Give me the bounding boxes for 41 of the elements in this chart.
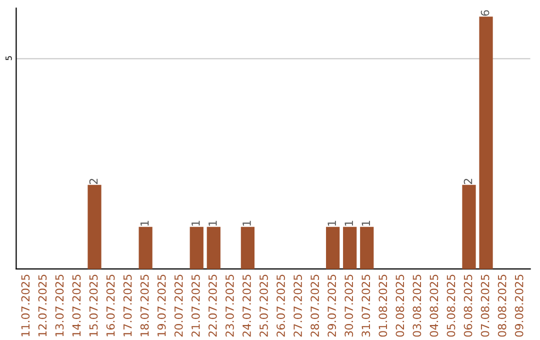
- x-tick-label: 02.08.2025: [396, 274, 404, 337]
- y-tick-label: 5: [6, 56, 12, 60]
- data-label: 6: [480, 10, 490, 16]
- x-tick-label: 11.07.2025: [21, 274, 30, 336]
- data-label: 2: [464, 178, 472, 184]
- x-tick-label: 20.07.2025: [174, 274, 183, 337]
- x-tick-label: 09.08.2025: [514, 274, 524, 337]
- x-tick-label: 30.07.2025: [344, 274, 354, 337]
- x-tick-label: 23.07.2025: [226, 274, 234, 337]
- x-tick-label: 26.07.2025: [276, 274, 285, 337]
- x-tick-label: 25.07.2025: [260, 274, 268, 337]
- x-tick-label: 17.07.2025: [123, 274, 132, 336]
- x-tick-label: 06.08.2025: [464, 274, 472, 337]
- x-tick-label: 05.08.2025: [446, 274, 456, 337]
- data-label: 1: [362, 220, 370, 226]
- x-tick-label: 08.08.2025: [498, 274, 506, 337]
- data-label: 1: [242, 220, 251, 226]
- x-tick-label: 24.07.2025: [242, 274, 251, 337]
- data-label: 1: [328, 220, 336, 226]
- data-label: 1: [344, 220, 353, 226]
- x-tick-label: 31.07.2025: [362, 274, 370, 337]
- x-tick-label: 27.07.2025: [294, 274, 302, 337]
- x-tick-label: 04.08.2025: [430, 274, 438, 337]
- x-tick-label: 15.07.2025: [89, 274, 98, 336]
- x-tick-label: 19.07.2025: [157, 274, 166, 336]
- x-tick-label: 03.08.2025: [412, 274, 422, 337]
- x-tick-label: 21.07.2025: [191, 274, 200, 337]
- x-tick-label: 13.07.2025: [55, 274, 64, 336]
- x-tick-label: 16.07.2025: [106, 274, 115, 336]
- data-label: 1: [192, 220, 200, 226]
- x-tick-label: 18.07.2025: [140, 274, 149, 336]
- x-tick-label: 22.07.2025: [208, 274, 217, 337]
- x-tick-label: 01.08.2025: [378, 274, 388, 337]
- x-tick-label: 29.07.2025: [328, 274, 336, 337]
- data-label: 2: [89, 178, 98, 184]
- x-tick-label: 12.07.2025: [38, 274, 47, 336]
- x-tick-label: 07.08.2025: [480, 274, 490, 337]
- x-tick-label: 28.07.2025: [310, 274, 320, 337]
- data-label: 1: [140, 220, 149, 226]
- data-label: 1: [208, 220, 217, 226]
- x-tick-label: 14.07.2025: [72, 274, 81, 336]
